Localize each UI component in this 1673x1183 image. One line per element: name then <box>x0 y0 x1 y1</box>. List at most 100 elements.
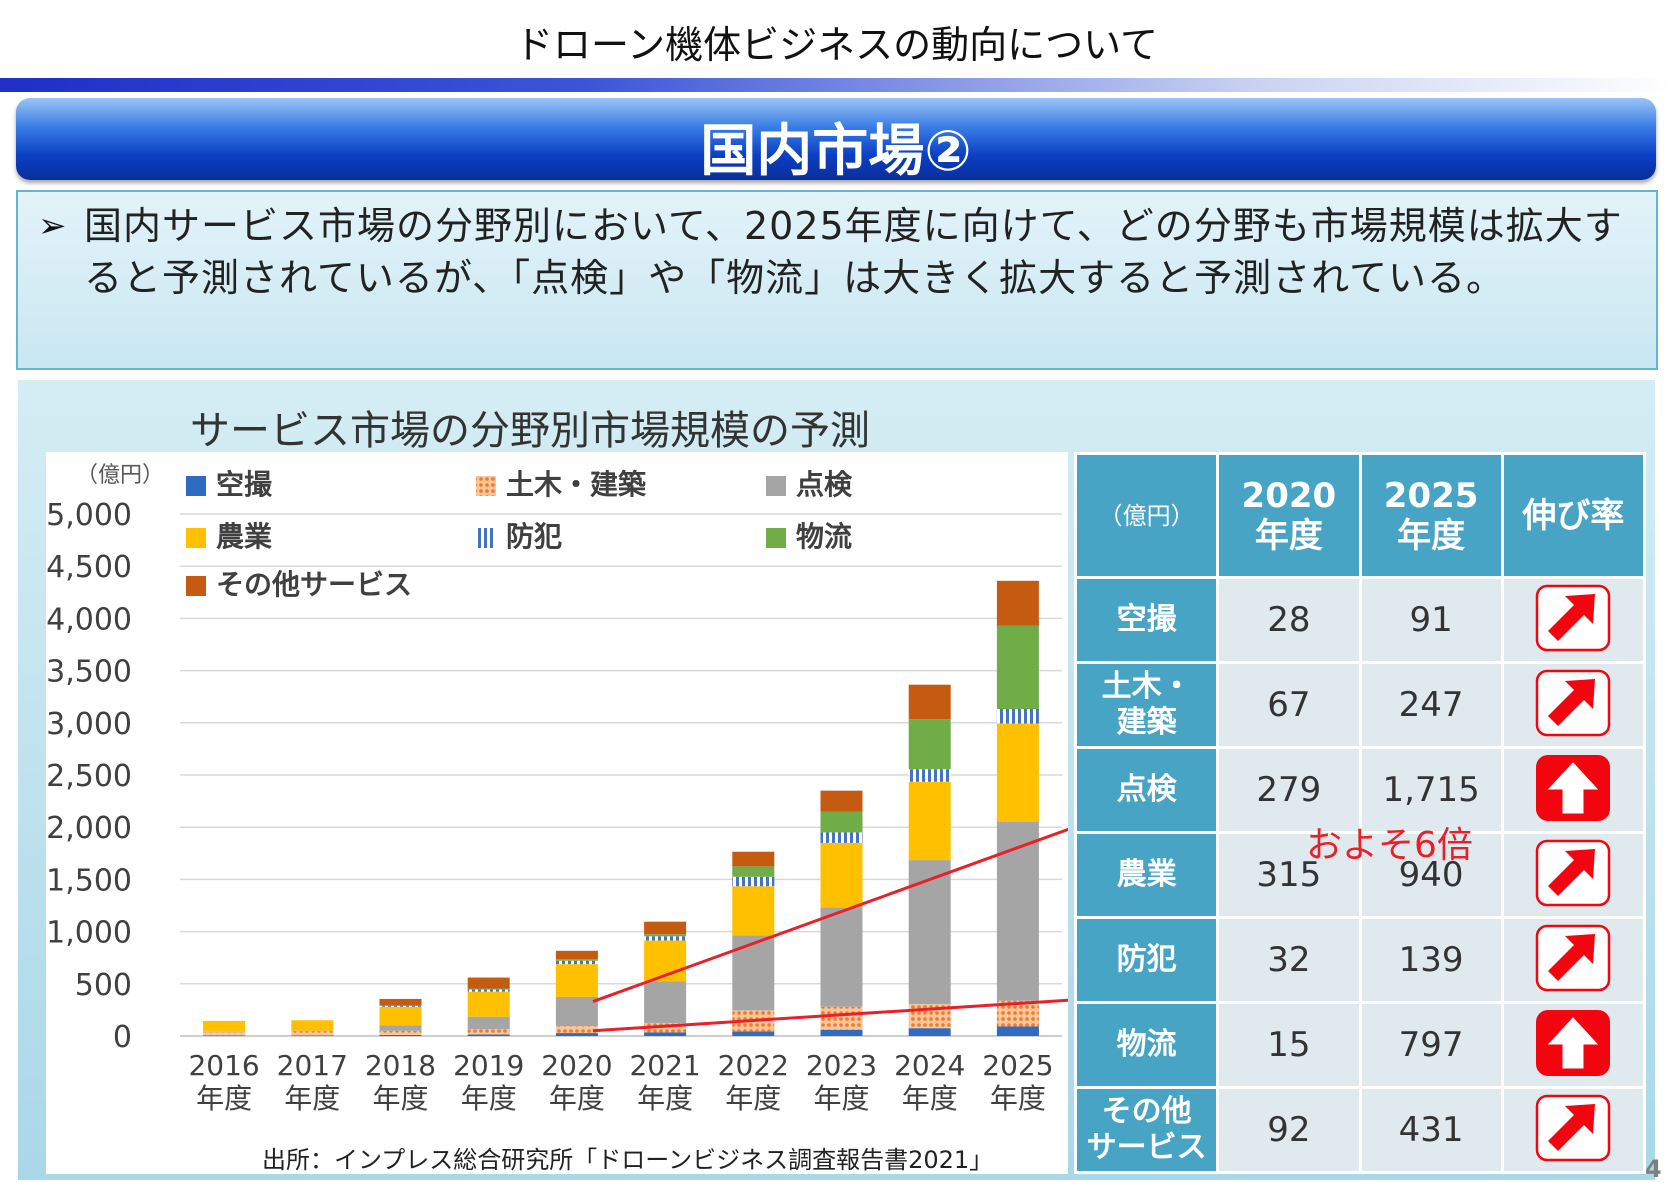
trend-line <box>592 997 1080 1033</box>
table-row: 防犯 32 139 <box>1073 916 1647 1004</box>
bar-segment <box>467 991 510 1017</box>
row-label: 空撮 <box>1073 576 1220 664</box>
diagonal-arrow-icon <box>1536 1094 1611 1162</box>
bar-segment <box>908 1028 951 1036</box>
row-label: 防犯 <box>1073 916 1220 1004</box>
legend-swatch <box>186 476 206 496</box>
y-tick-label: 1,500 <box>46 863 132 898</box>
value-2025: 1,715 <box>1358 746 1504 834</box>
legend-label: 防犯 <box>506 520 562 553</box>
legend-label: 土木・建築 <box>506 468 647 501</box>
x-tick-year-label: 2019 <box>453 1049 524 1082</box>
col-2025-header: 2025 年度 <box>1358 452 1504 579</box>
bar-segment <box>820 790 863 812</box>
legend-swatch <box>766 528 786 548</box>
x-tick-year-label: 2022 <box>718 1049 789 1082</box>
table-row: 空撮 28 91 <box>1073 576 1647 664</box>
bar-segment <box>732 886 775 936</box>
diagonal-arrow-icon <box>1536 924 1611 992</box>
legend-label: 空撮 <box>216 468 273 501</box>
bar-segment <box>555 996 598 1027</box>
row-label: 農業 <box>1073 831 1220 919</box>
bar-segment <box>467 1016 510 1030</box>
row-label-line: 土木・ <box>1101 669 1192 704</box>
row-label-line: その他 <box>1101 1094 1192 1129</box>
bar-segment <box>379 998 422 1006</box>
x-tick-year-label: 2025 <box>982 1049 1053 1082</box>
x-tick-suffix-label: 年度 <box>990 1082 1046 1115</box>
growth-cell <box>1500 916 1647 1004</box>
bar-segment <box>555 964 598 997</box>
y-tick-label: 1,000 <box>46 916 132 951</box>
diagonal-arrow-icon <box>1536 584 1611 652</box>
table-row: その他 サービス 92 431 <box>1073 1086 1647 1174</box>
value-2025: 91 <box>1358 576 1504 664</box>
bar-segment <box>908 684 951 720</box>
bar-segment <box>996 580 1039 626</box>
x-tick-year-label: 2017 <box>277 1049 348 1082</box>
bar-segment <box>467 977 510 989</box>
bar-segment <box>379 1006 422 1026</box>
chart-title: サービス市場の分野別市場規模の予測 <box>190 408 870 454</box>
bar-segment <box>555 950 598 960</box>
bar-segment <box>644 921 687 935</box>
page-title: ドローン機体ビジネスの動向について <box>515 23 1158 67</box>
row-label-line: 建築 <box>1116 705 1177 740</box>
bar-segment <box>732 851 775 867</box>
bar-segment <box>820 1029 863 1036</box>
growth-cell <box>1500 661 1647 749</box>
bar-segment <box>379 1025 422 1031</box>
row-label: 土木・ 建築 <box>1073 661 1220 749</box>
x-tick-suffix-label: 年度 <box>372 1082 428 1115</box>
bar-segment <box>732 866 775 877</box>
bar-segment <box>555 1026 598 1034</box>
legend-label: 点検 <box>796 468 853 501</box>
y-tick-label: 2,500 <box>46 759 132 794</box>
bar-segment <box>996 625 1039 710</box>
x-tick-suffix-label: 年度 <box>902 1082 958 1115</box>
value-2020: 15 <box>1216 1001 1362 1089</box>
bar-segment <box>644 934 687 937</box>
bar-segment <box>996 709 1039 724</box>
growth-cell <box>1500 746 1647 834</box>
value-2020: 279 <box>1216 746 1362 834</box>
stacked-bar-chart: 0 500 1,000 1,500 2,000 2,500 3,000 3,500 4,000 4… <box>46 463 1081 1115</box>
legend-label: その他サービス <box>216 568 412 601</box>
legend-swatch <box>186 576 206 596</box>
value-2025: 797 <box>1358 1001 1504 1089</box>
x-tick-year-label: 2018 <box>365 1049 436 1082</box>
summary-box: ➢ 国内サービス市場の分野別において、2025年度に向けて、どの分野も市場規模は… <box>16 190 1658 370</box>
value-2025: 247 <box>1358 661 1504 749</box>
x-tick-year-label: 2023 <box>806 1049 877 1082</box>
chart-area: 0 500 1,000 1,500 2,000 2,500 3,000 3,500 4,000 4… <box>46 452 1081 1174</box>
col-2020-header: 2020 年度 <box>1216 452 1362 579</box>
bar-segment <box>291 1035 334 1036</box>
trend-line <box>592 823 1081 1003</box>
up-arrow-icon <box>1536 1010 1611 1076</box>
bar-segment <box>820 1006 863 1030</box>
row-label-line: サービス <box>1086 1130 1207 1165</box>
bar-segment <box>644 1022 687 1033</box>
bar-segment <box>908 781 951 861</box>
bar-segment <box>996 723 1039 822</box>
bar-segment <box>908 769 951 782</box>
growth-cell <box>1500 831 1647 919</box>
section-banner: 国内市場② <box>16 98 1656 184</box>
row-label: その他 サービス <box>1073 1086 1220 1174</box>
diagonal-arrow-icon <box>1536 669 1611 737</box>
legend-swatch <box>476 476 496 496</box>
bar-segment <box>467 988 510 990</box>
x-tick-suffix-label: 年度 <box>549 1082 605 1115</box>
growth-cell <box>1500 576 1647 664</box>
bar-segment <box>203 1020 246 1032</box>
bar-segment <box>555 959 598 961</box>
bar-segment <box>291 1031 334 1036</box>
value-2020: 67 <box>1216 661 1362 749</box>
x-tick-year-label: 2020 <box>541 1049 612 1082</box>
bar-segment <box>467 1029 510 1035</box>
y-tick-label: 4,000 <box>46 602 132 637</box>
bar-segment <box>555 960 598 965</box>
value-2020: 315 <box>1216 831 1362 919</box>
table-row: 土木・ 建築 67 247 <box>1073 661 1647 749</box>
bar-segment <box>644 1032 687 1036</box>
